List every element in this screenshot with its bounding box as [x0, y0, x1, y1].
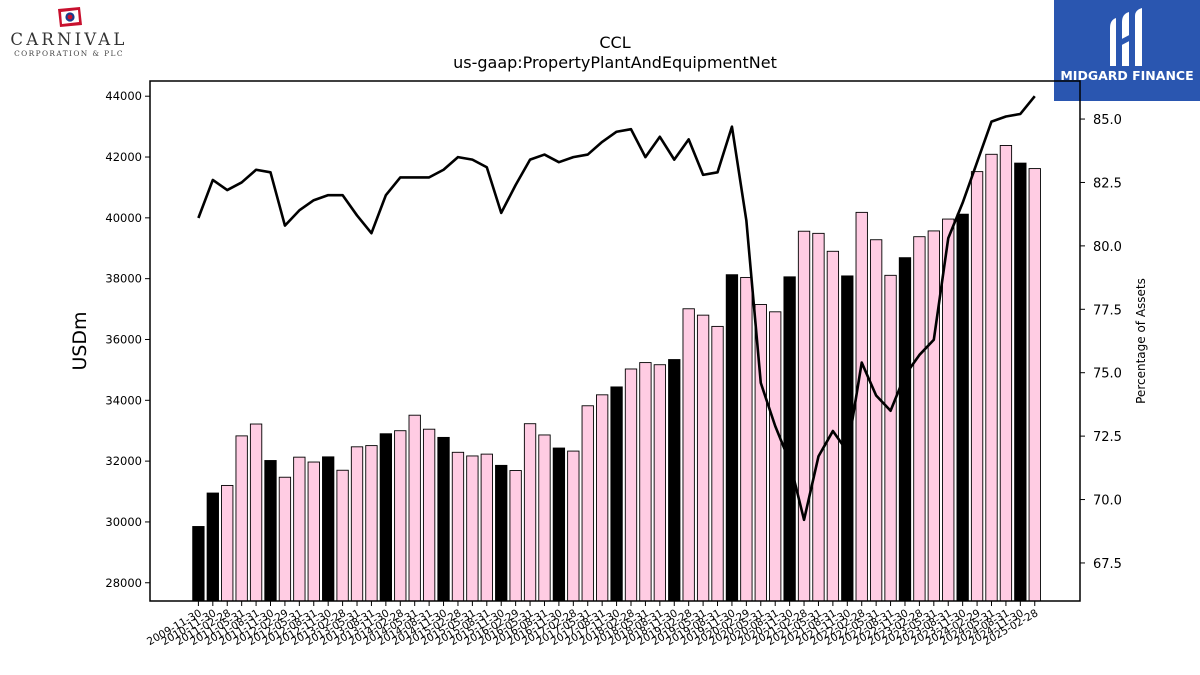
plot-frame [149, 80, 1081, 602]
bar-2014-08-31 [422, 428, 436, 602]
bars-group [192, 145, 1041, 602]
bar-2023-02-28 [913, 236, 926, 602]
bar-2020-08-31 [769, 311, 782, 602]
line-group [197, 95, 1036, 522]
y-tick-label-32000: 32000 [105, 454, 142, 468]
bar-2018-05-31 [639, 362, 652, 602]
bar-2020-02-29 [740, 276, 753, 602]
x-axis: 2009-11-302010-11-302011-02-282011-05-31… [145, 601, 1040, 648]
carnival-logo-subtitle: CORPORATION & PLC [14, 49, 124, 58]
bar-2021-05-31 [812, 232, 825, 602]
y2-axis-label: Percentage of Assets [1134, 278, 1148, 404]
y-axis-label: USDm [69, 311, 91, 370]
bar-2018-08-31 [653, 364, 666, 602]
bar-2019-11-30 [725, 274, 739, 602]
y-tick-label-30000: 30000 [105, 515, 142, 529]
bar-2018-02-28 [624, 368, 638, 602]
bar-2021-08-31 [826, 250, 840, 602]
bar-2017-11-30 [610, 386, 623, 602]
bar-2017-02-28 [567, 450, 580, 602]
bar-2016-11-30 [552, 447, 566, 602]
bar-2022-11-30 [898, 257, 912, 602]
carnival-logo: CARNIVAL CORPORATION & PLC [4, 4, 134, 60]
bar-2021-02-28 [797, 230, 811, 602]
bar-2023-05-31 [927, 230, 940, 602]
chart-subtitle: us-gaap:PropertyPlantAndEquipmentNet [453, 53, 777, 72]
bar-2022-02-28 [855, 211, 868, 602]
y-tick-label-28000: 28000 [105, 576, 142, 590]
bar-2023-11-30 [956, 213, 969, 602]
chart-title: CCL [599, 33, 630, 52]
y2-tick-label-82.5: 82.5 [1093, 176, 1122, 191]
bar-2010-11-30 [206, 492, 219, 602]
bar-2015-11-30 [495, 464, 508, 602]
midgard-finance-text: MIDGARD FINANCE [1060, 68, 1194, 83]
bar-2014-05-31 [408, 414, 421, 602]
bar-2015-02-28 [451, 451, 465, 602]
bar-2022-05-31 [869, 239, 883, 602]
bar-2014-02-28 [394, 430, 407, 602]
bar-2013-08-31 [365, 445, 378, 602]
midgard-finance-logo: MIDGARD FINANCE [1054, 0, 1200, 101]
bar-2021-11-30 [841, 275, 854, 602]
y-tick-label-42000: 42000 [105, 150, 142, 164]
bar-2019-02-28 [682, 308, 695, 602]
percentage-line [197, 95, 1036, 522]
y-tick-label-34000: 34000 [105, 393, 142, 407]
bar-2009-11-30 [192, 526, 205, 602]
y2-tick-label-75.0: 75.0 [1093, 367, 1122, 382]
bar-2016-05-31 [523, 423, 537, 602]
bar-2025-02-28 [1028, 168, 1041, 602]
bar-2023-08-31 [942, 218, 955, 602]
bar-2013-05-31 [350, 446, 364, 602]
bar-2011-05-31 [235, 435, 248, 602]
y2-tick-label-85.0: 85.0 [1093, 113, 1122, 128]
y2-tick-label-72.5: 72.5 [1093, 430, 1122, 445]
carnival-logo-word: CARNIVAL [10, 30, 128, 49]
bar-2012-08-31 [307, 461, 320, 602]
funnel-flag-icon [58, 7, 82, 27]
y-axis: 28000 30000 32000 34000 36000 38000 40000 42000… [105, 89, 150, 590]
y2-tick-label-67.5: 67.5 [1093, 557, 1122, 572]
bar-2024-02-29 [970, 171, 984, 602]
bar-2011-02-28 [221, 484, 234, 602]
bar-2013-02-28 [336, 469, 349, 602]
bar-2017-08-31 [596, 394, 609, 602]
y2-tick-label-70.0: 70.0 [1093, 494, 1122, 509]
y-tick-label-44000: 44000 [105, 89, 142, 103]
bar-2015-08-31 [480, 453, 493, 602]
bar-2012-11-30 [322, 456, 335, 602]
bar-2012-05-31 [293, 456, 306, 602]
bar-2013-11-30 [379, 433, 393, 602]
y-tick-label-38000: 38000 [105, 272, 142, 286]
bar-2020-11-30 [783, 276, 796, 602]
bar-2019-08-31 [711, 325, 724, 602]
bar-2015-05-31 [466, 455, 479, 602]
bar-2016-02-29 [509, 470, 522, 602]
bar-2012-02-29 [278, 476, 292, 602]
bar-2011-08-31 [249, 423, 263, 602]
bar-2024-05-31 [985, 153, 998, 602]
bar-2011-11-30 [264, 460, 277, 602]
y-tick-label-36000: 36000 [105, 332, 142, 346]
bar-2018-11-30 [668, 359, 681, 602]
y2-tick-label-80.0: 80.0 [1093, 240, 1122, 255]
midgard-mark-icon [1110, 8, 1142, 66]
y2-axis: 67.5 70.0 72.5 75.0 77.5 80.0 82.5 85.0 [1080, 113, 1122, 572]
y2-tick-label-77.5: 77.5 [1093, 303, 1122, 318]
bar-2014-11-30 [437, 436, 450, 602]
bar-2019-05-31 [696, 314, 710, 602]
bar-2016-08-31 [538, 434, 551, 602]
bar-2024-11-30 [1014, 162, 1027, 602]
bar-2017-05-31 [581, 405, 594, 602]
y-tick-label-40000: 40000 [105, 211, 142, 225]
bar-2024-08-31 [999, 145, 1013, 602]
bar-2022-08-31 [884, 274, 897, 602]
